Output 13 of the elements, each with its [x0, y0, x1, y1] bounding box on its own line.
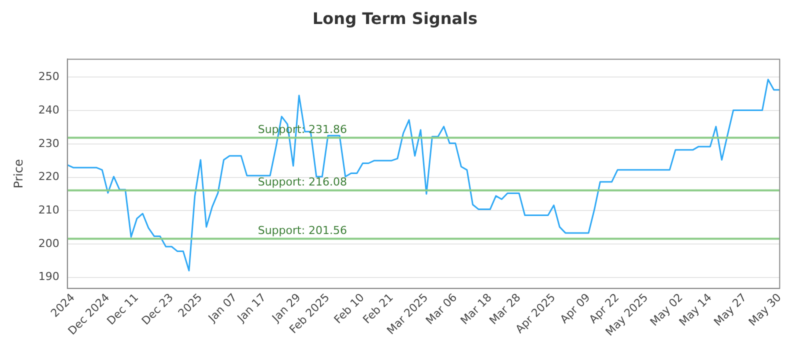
- ref-line-label: Support: 216.08: [258, 176, 348, 189]
- ref-line-label: Support: 201.56: [258, 224, 348, 238]
- y-tick-label: 240: [38, 103, 60, 116]
- x-tick-label: Dec 23: [139, 290, 176, 328]
- y-tick-label: 250: [38, 70, 60, 84]
- x-tick-label: Jan 17: [234, 290, 268, 326]
- y-tick-label: 230: [38, 136, 60, 150]
- y-tick-label: 220: [38, 170, 60, 184]
- chart-title: Long Term Signals: [312, 8, 478, 28]
- y-tick-label: 200: [38, 236, 60, 250]
- y-tick-label: 190: [38, 270, 60, 284]
- y-axis-title: Price: [11, 159, 26, 188]
- y-tick-label: 210: [38, 203, 60, 216]
